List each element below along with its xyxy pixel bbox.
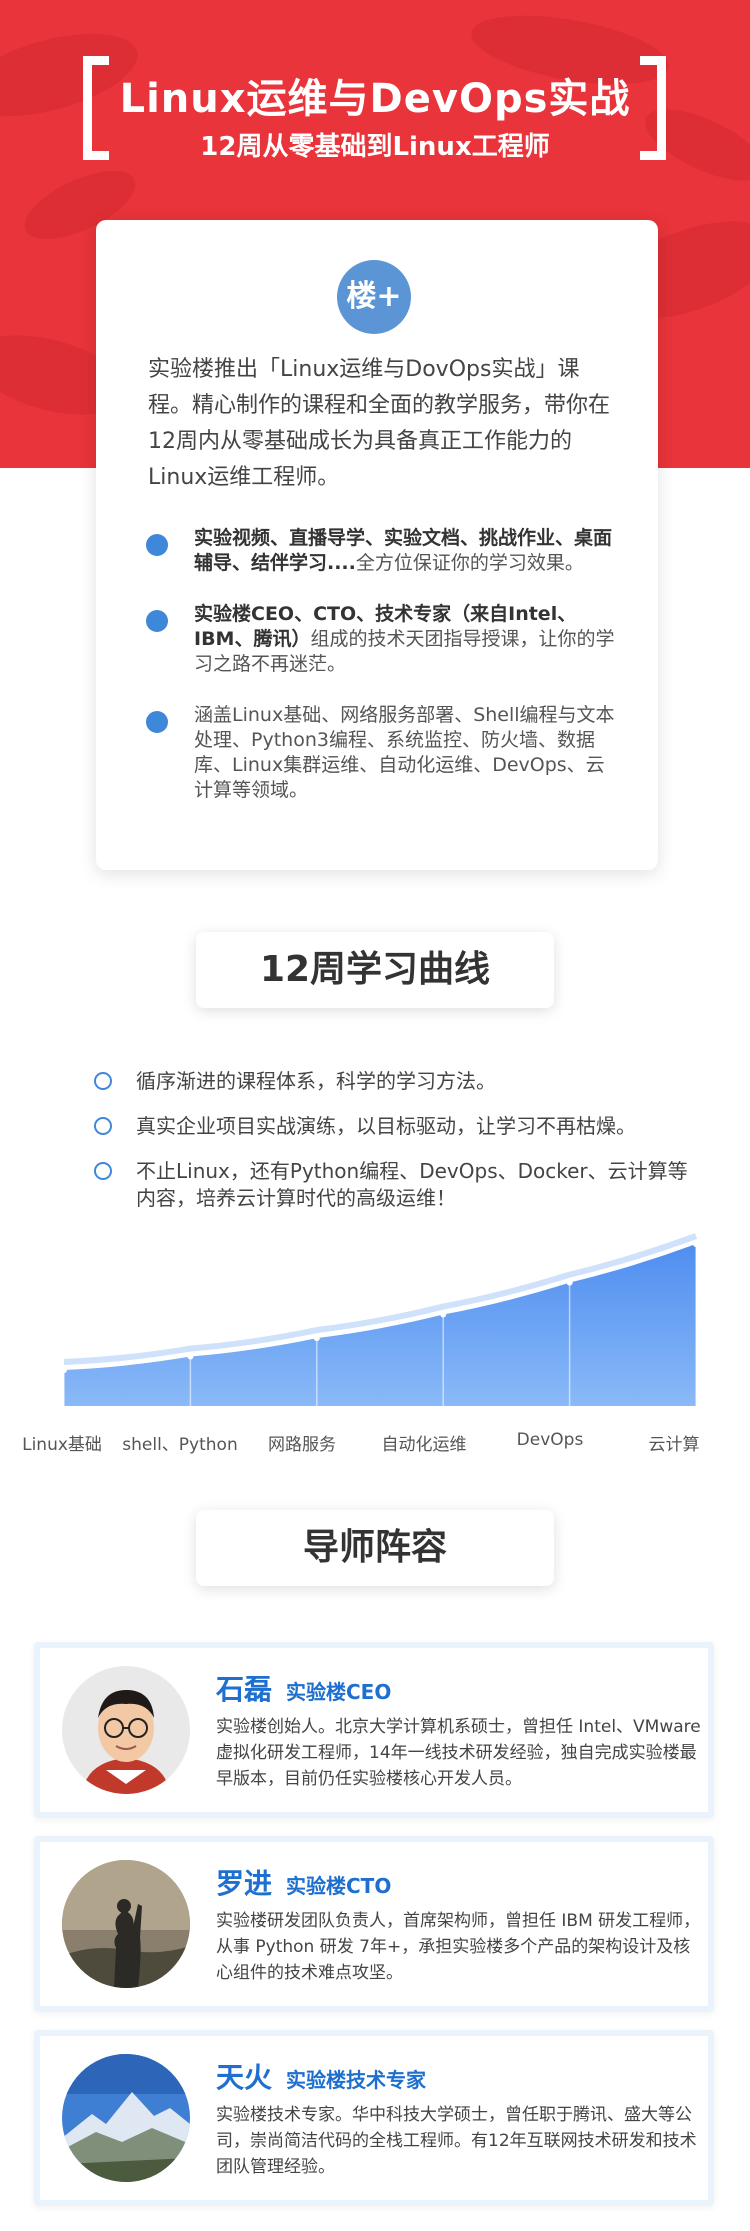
curve-point-item: 真实企业项目实战演练，以目标驱动，让学习不再枯燥。 (94, 1113, 694, 1140)
circle-outline-icon (94, 1072, 112, 1090)
feature-item: 实验楼CEO、CTO、技术专家（来自Intel、IBM、腾讯）组成的技术天团指导… (142, 602, 622, 677)
feature-item: 涵盖Linux基础、网络服务部署、Shell编程与文本处理、Python3编程、… (142, 703, 622, 803)
mentor-description: 实验楼创始人。北京大学计算机系硕士，曾担任 Intel、VMware 虚拟化研发… (216, 1717, 701, 1789)
stage-label: shell、Python (122, 1435, 238, 1455)
mentor-card: 罗进 实验楼CTO 实验楼研发团队负责人，首席架构师，曾担任 IBM 研发工程师… (34, 1836, 714, 2012)
shiyanlou-plus-logo: 楼+ (337, 260, 411, 334)
mentor-role: 实验楼技术专家 (286, 2068, 426, 2092)
curve-section-title: 12周学习曲线 (196, 932, 554, 1008)
stage-label: 自动化运维 (381, 1435, 467, 1455)
stage-label: 云计算 (648, 1435, 700, 1455)
curve-point-item: 不止Linux，还有Python编程、DevOps、Docker、云计算等内容，… (94, 1158, 694, 1212)
mentor-avatar (62, 1860, 190, 1988)
person-glasses-avatar (62, 1666, 190, 1794)
mentor-role: 实验楼CTO (286, 1874, 392, 1898)
feature-bold-text: 实验视频、直播导学、实验文档、挑战作业、桌面辅导、结伴学习.... (194, 527, 613, 574)
stage-point (566, 1279, 573, 1286)
curve-point-text: 不止Linux，还有Python编程、DevOps、Docker、云计算等内容，… (136, 1159, 688, 1210)
curve-glow-line (63, 1233, 698, 1365)
stage-label: DevOps (516, 1430, 584, 1450)
bullet-dot-icon (146, 534, 168, 556)
mentor-avatar (62, 1666, 190, 1794)
circle-outline-icon (94, 1117, 112, 1135)
feature-text: 组成的技术天团指导授课，让你的学习之路不再迷茫。 (194, 628, 615, 675)
stage-point (61, 1367, 67, 1373)
mentor-card: 天火 实验楼技术专家 实验楼技术专家。华中科技大学硕士，曾任职于腾讯、盛大等公司… (34, 2030, 714, 2206)
circle-outline-icon (94, 1162, 112, 1180)
feature-list: 实验视频、直播导学、实验文档、挑战作业、桌面辅导、结伴学习....全方位保证你的… (142, 526, 622, 829)
mentor-role: 实验楼CEO (286, 1680, 392, 1704)
mentor-name: 罗进 (216, 1867, 273, 1900)
feature-text: 全方位保证你的学习效果。 (355, 552, 584, 574)
curve-point-item: 循序渐进的课程体系，科学的学习方法。 (94, 1068, 694, 1095)
title-bracket-left (83, 56, 109, 160)
stage-point (187, 1353, 194, 1360)
curve-point-text: 循序渐进的课程体系，科学的学习方法。 (136, 1069, 496, 1093)
mentor-name: 石磊 (216, 1673, 273, 1706)
stage-point (313, 1335, 320, 1342)
feature-bold-text: 实验楼CEO、CTO、技术专家（来自Intel、IBM、腾讯） (194, 603, 577, 650)
page-subtitle: 12周从零基础到Linux工程师 (200, 132, 550, 162)
mentor-description: 实验楼研发团队负责人，首席架构师，曾担任 IBM 研发工程师，从事 Python… (216, 1911, 701, 1983)
curve-points-list: 循序渐进的课程体系，科学的学习方法。 真实企业项目实战演练，以目标驱动，让学习不… (94, 1068, 694, 1230)
stage-label: Linux基础 (22, 1435, 102, 1455)
stage-point (440, 1311, 447, 1318)
learning-curve-chart (61, 1233, 699, 1406)
mentor-description: 实验楼技术专家。华中科技大学硕士，曾任职于腾讯、盛大等公司，崇尚简洁代码的全栈工… (216, 2105, 697, 2177)
mentor-section-title: 导师阵容 (196, 1510, 554, 1586)
title-bracket-right (640, 56, 666, 160)
mentor-name: 天火 (216, 2061, 273, 2094)
bullet-dot-icon (146, 610, 168, 632)
feature-text: 涵盖Linux基础、网络服务部署、Shell编程与文本处理、Python3编程、… (194, 704, 615, 801)
bullet-dot-icon (146, 711, 168, 733)
intro-text: 实验楼推出「Linux运维与DovOps实战」课程。精心制作的课程和全面的教学服… (148, 357, 611, 490)
mentor-avatar (62, 2054, 190, 2182)
curve-area (64, 1244, 696, 1406)
page-title: Linux运维与DevOps实战 (119, 76, 631, 122)
feature-item: 实验视频、直播导学、实验文档、挑战作业、桌面辅导、结伴学习....全方位保证你的… (142, 526, 622, 576)
mountain-landscape-avatar (62, 2054, 190, 2182)
intro-card: 楼+ 实验楼推出「Linux运维与DovOps实战」课程。精心制作的课程和全面的… (96, 220, 658, 870)
curve-point-text: 真实企业项目实战演练，以目标驱动，让学习不再枯燥。 (136, 1114, 636, 1138)
mentor-card: 石磊 实验楼CEO 实验楼创始人。北京大学计算机系硕士，曾担任 Intel、VM… (34, 1642, 714, 1818)
stage-point (693, 1241, 699, 1247)
silhouette-landscape-avatar (62, 1860, 190, 1988)
stage-label: 网路服务 (268, 1435, 336, 1455)
stage-labels: Linux基础 shell、Python 网路服务 自动化运维 DevOps 云计算 (0, 1430, 750, 1460)
